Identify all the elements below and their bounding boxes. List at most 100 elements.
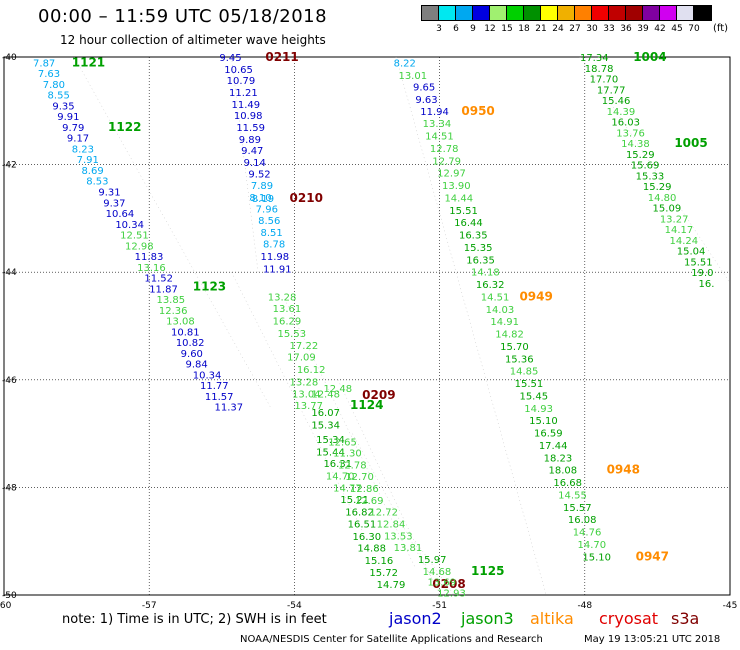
wave-height-label: 15.70: [500, 342, 529, 353]
wave-height-label: 15.36: [505, 354, 534, 365]
wave-height-label: 14.39: [607, 107, 636, 118]
latitude-tick-label: -40: [2, 53, 17, 63]
wave-height-label: 15.04: [677, 247, 706, 258]
colorbar-tick-label: 18: [518, 24, 530, 34]
pass-number-label: 0210: [290, 191, 323, 205]
wave-height-label: 11.37: [215, 403, 244, 414]
wave-height-label: 16.44: [454, 218, 483, 229]
wave-height-label: 12.86: [350, 484, 379, 495]
latitude-tick-label: -44: [2, 268, 17, 278]
wave-height-label: 11.87: [149, 284, 178, 295]
wave-height-label: 15.57: [563, 503, 592, 514]
legend-s3a: s3a: [671, 609, 700, 628]
wave-height-label: 16.12: [297, 365, 326, 376]
wave-height-label: 10.34: [115, 220, 144, 231]
pass-number-label: 0208: [432, 577, 465, 591]
wave-height-label: 18.78: [585, 64, 614, 75]
colorbar-tick-label: 21: [535, 24, 547, 34]
wave-height-label: 16.32: [476, 280, 505, 291]
pass-number-label: 0948: [607, 463, 640, 477]
wave-height-label: 10.65: [224, 65, 253, 76]
wave-height-label: 17.77: [597, 85, 626, 96]
wave-height-label: 14.70: [578, 540, 607, 551]
wave-height-label: 14.24: [670, 236, 699, 247]
colorbar-tick-label: 30: [586, 24, 598, 34]
wave-height-label: 12.51: [120, 231, 149, 242]
wave-height-label: 9.65: [413, 83, 435, 94]
wave-height-label: 11.77: [200, 381, 229, 392]
wave-height-label: 16.03: [611, 118, 640, 129]
wave-height-label: 12.70: [345, 472, 374, 483]
colorbar-swatch: [439, 6, 456, 20]
wave-height-label: 9.37: [103, 198, 125, 209]
wave-height-label: 13.28: [290, 377, 319, 388]
wave-height-label: 8.55: [48, 91, 70, 102]
map-frame: [3, 56, 731, 596]
wave-height-label: 16.35: [459, 231, 488, 242]
colorbar-swatch: [558, 6, 575, 20]
colorbar-swatch: [422, 6, 439, 20]
colorbar-tick-label: 36: [620, 24, 632, 34]
colorbar-tick-label: 6: [453, 24, 459, 34]
figure-title: 00:00 – 11:59 UTC 05/18/2018: [38, 6, 328, 27]
wave-height-label: 8.56: [258, 216, 280, 227]
wave-height-label: 17.09: [287, 353, 316, 364]
wave-height-label: 11.30: [333, 448, 362, 459]
wave-height-label: 14.91: [490, 317, 519, 328]
wave-height-label: 14.88: [357, 544, 386, 555]
wave-height-label: 7.80: [43, 80, 65, 91]
pass-number-label: 0949: [519, 289, 552, 303]
wave-height-label: 9.35: [52, 101, 74, 112]
wave-height-label: 15.21: [340, 495, 369, 506]
wave-height-label: 16.59: [534, 429, 563, 440]
colorbar-tick-label: 24: [552, 24, 564, 34]
wave-height-label: 12.36: [159, 306, 188, 317]
wave-height-label: 15.35: [464, 243, 493, 254]
wave-height-label: 13.01: [398, 71, 427, 82]
wave-height-label: 15.10: [582, 552, 611, 563]
wave-height-label: 11.52: [144, 274, 173, 285]
wave-height-label: 14.55: [558, 490, 587, 501]
wave-height-label: 19.0: [691, 268, 713, 279]
wave-height-label: 15.51: [515, 379, 544, 390]
latitude-tick-label: -42: [2, 161, 17, 171]
satellite-ground-track: [395, 56, 547, 596]
longitude-tick-label: -54: [287, 601, 302, 611]
colorbar-tick-label: 12: [484, 24, 496, 34]
colorbar-swatch: [490, 6, 507, 20]
colorbar-swatch: [694, 6, 711, 20]
wave-height-label: 9.60: [181, 349, 203, 360]
wave-height-label: 14.68: [423, 567, 452, 578]
wave-height-label: 9.91: [57, 112, 79, 123]
satellite-ground-track: [73, 56, 271, 407]
wave-height-label: 7.63: [38, 69, 60, 80]
wave-height-label: 15.51: [684, 257, 713, 268]
legend-altika: altika: [530, 609, 574, 628]
wave-height-label: 14.03: [486, 305, 515, 316]
colorbar-tick-label: 3: [436, 24, 442, 34]
wave-height-label: 16.30: [352, 532, 381, 543]
wave-height-label: 16.82: [345, 508, 374, 519]
colorbar-tick-label: 45: [671, 24, 683, 34]
colorbar-swatch: [643, 6, 660, 20]
colorbar-tick-label: 39: [637, 24, 649, 34]
wave-height-label: 13.81: [394, 543, 423, 554]
legend-jason3: jason3: [461, 609, 514, 628]
wave-height-label: 10.82: [176, 338, 205, 349]
colorbar-tick-label: 33: [603, 24, 615, 34]
satellite-ground-track: [231, 272, 363, 531]
wave-height-label: 7.89: [251, 181, 273, 192]
wave-height-label: 11.98: [261, 252, 290, 263]
colorbar-swatch: [626, 6, 643, 20]
colorbar-swatch: [541, 6, 558, 20]
wave-height-label: 15.29: [626, 150, 655, 161]
wave-height-label: 9.63: [415, 95, 437, 106]
wave-height-label: 16.: [699, 279, 715, 290]
wave-height-label: 12.65: [328, 438, 357, 449]
colorbar-swatch: [609, 6, 626, 20]
wave-height-label: 15.33: [636, 171, 665, 182]
wave-height-label: 11.57: [205, 392, 234, 403]
wave-height-label: 10.64: [106, 209, 135, 220]
colorbar-swatch: [507, 6, 524, 20]
wave-height-label: 8.10: [249, 193, 271, 204]
